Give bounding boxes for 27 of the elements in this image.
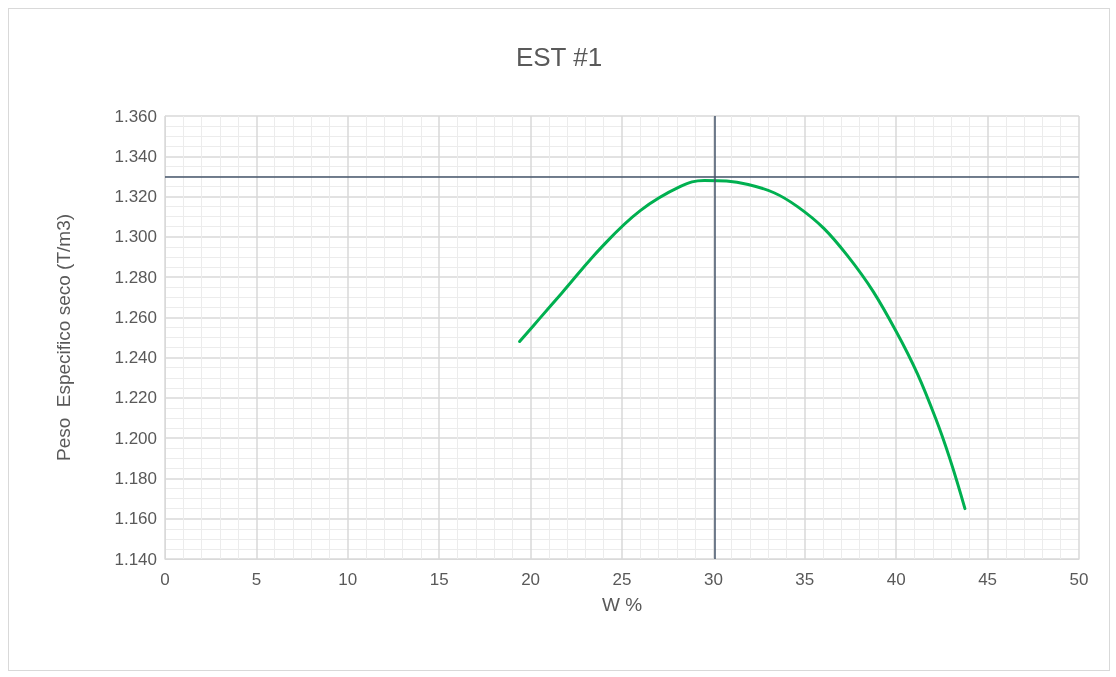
- x-tick-label: 30: [703, 570, 723, 589]
- line-series: [518, 178, 967, 511]
- x-axis-title: W %: [601, 594, 643, 615]
- y-tick-label: 1.240: [114, 348, 157, 368]
- x-tick-label: 5: [251, 570, 262, 589]
- x-tick-label: 20: [521, 570, 541, 589]
- x-tick-label: 25: [612, 570, 632, 589]
- y-tick-label: 1.280: [114, 267, 157, 287]
- y-axis-title: Peso Especifico seco (T/m3): [53, 213, 74, 462]
- y-tick-label: 1.200: [114, 428, 157, 448]
- y-tick-label: 1.340: [114, 146, 157, 166]
- x-tick-label: 45: [978, 570, 998, 589]
- y-tick-label: 1.140: [114, 549, 157, 569]
- x-tick-label: 0: [160, 570, 170, 589]
- y-tick-label: 1.320: [114, 187, 157, 207]
- x-tick-label: 40: [886, 570, 906, 589]
- chart-title: EST #1: [515, 42, 603, 72]
- y-tick-label: 1.360: [114, 106, 157, 126]
- y-tick-label: 1.300: [114, 227, 157, 247]
- y-tick-label: 1.260: [114, 307, 157, 327]
- y-tick-label: 1.220: [114, 388, 157, 408]
- y-tick-label: 1.160: [114, 509, 157, 529]
- x-tick-label: 15: [429, 570, 449, 589]
- y-tick-label: 1.180: [114, 468, 157, 488]
- x-tick-label: 50: [1069, 570, 1089, 589]
- x-tick-label: 35: [795, 570, 815, 589]
- x-tick-label: 10: [338, 570, 358, 589]
